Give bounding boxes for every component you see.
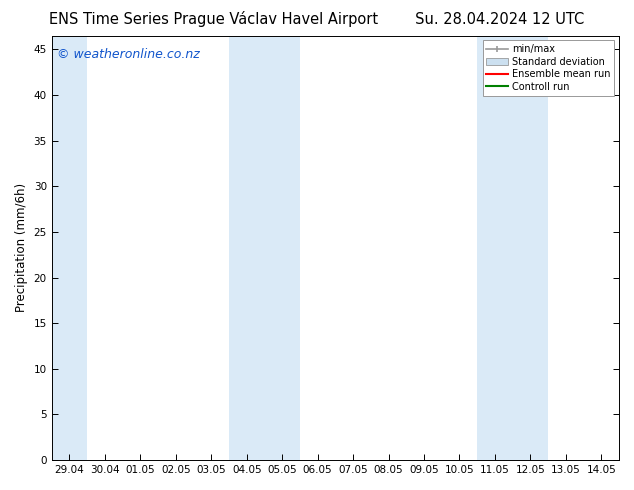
Bar xyxy=(477,36,548,460)
Text: © weatheronline.co.nz: © weatheronline.co.nz xyxy=(57,49,200,61)
Y-axis label: Precipitation (mm/6h): Precipitation (mm/6h) xyxy=(15,183,28,313)
Bar xyxy=(229,36,300,460)
Legend: min/max, Standard deviation, Ensemble mean run, Controll run: min/max, Standard deviation, Ensemble me… xyxy=(482,41,614,96)
Bar xyxy=(51,36,87,460)
Text: ENS Time Series Prague Václav Havel Airport        Su. 28.04.2024 12 UTC: ENS Time Series Prague Václav Havel Airp… xyxy=(49,11,585,27)
